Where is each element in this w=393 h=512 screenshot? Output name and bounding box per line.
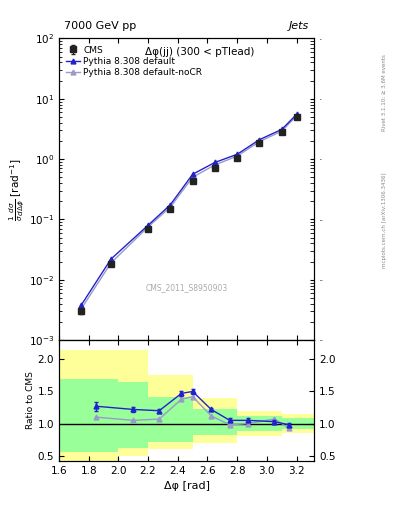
Legend: CMS, Pythia 8.308 default, Pythia 8.308 default-noCR: CMS, Pythia 8.308 default, Pythia 8.308 … bbox=[63, 43, 205, 80]
Pythia 8.308 default-noCR bbox=[279, 128, 284, 134]
Pythia 8.308 default bbox=[213, 159, 217, 165]
Pythia 8.308 default bbox=[79, 302, 84, 308]
Text: Δφ(jj) (300 < pTlead): Δφ(jj) (300 < pTlead) bbox=[145, 48, 254, 57]
Pythia 8.308 default bbox=[146, 222, 151, 228]
Pythia 8.308 default bbox=[235, 151, 239, 157]
Y-axis label: $\frac{1}{\sigma}\frac{d\sigma}{d\Delta\phi}$ [rad$^{-1}$]: $\frac{1}{\sigma}\frac{d\sigma}{d\Delta\… bbox=[8, 158, 27, 221]
X-axis label: Δφ [rad]: Δφ [rad] bbox=[163, 481, 210, 491]
Pythia 8.308 default-noCR bbox=[108, 260, 113, 266]
Pythia 8.308 default bbox=[168, 202, 173, 208]
Line: Pythia 8.308 default-noCR: Pythia 8.308 default-noCR bbox=[79, 114, 299, 311]
Pythia 8.308 default-noCR bbox=[168, 204, 173, 210]
Pythia 8.308 default-noCR bbox=[235, 153, 239, 159]
Pythia 8.308 default-noCR bbox=[190, 174, 195, 180]
Pythia 8.308 default-noCR bbox=[294, 113, 299, 119]
Text: 7000 GeV pp: 7000 GeV pp bbox=[64, 21, 136, 31]
Line: Pythia 8.308 default: Pythia 8.308 default bbox=[79, 112, 299, 308]
Pythia 8.308 default bbox=[108, 256, 113, 262]
Text: Jets: Jets bbox=[289, 21, 309, 31]
Text: mcplots.cern.ch [arXiv:1306.3436]: mcplots.cern.ch [arXiv:1306.3436] bbox=[382, 173, 387, 268]
Pythia 8.308 default bbox=[257, 137, 262, 143]
Pythia 8.308 default bbox=[294, 111, 299, 117]
Y-axis label: Ratio to CMS: Ratio to CMS bbox=[26, 372, 35, 430]
Pythia 8.308 default-noCR bbox=[213, 162, 217, 168]
Text: Rivet 3.1.10; ≥ 3.6M events: Rivet 3.1.10; ≥ 3.6M events bbox=[382, 54, 387, 131]
Pythia 8.308 default bbox=[279, 126, 284, 133]
Pythia 8.308 default bbox=[190, 171, 195, 177]
Pythia 8.308 default-noCR bbox=[257, 139, 262, 145]
Text: CMS_2011_S8950903: CMS_2011_S8950903 bbox=[145, 283, 228, 292]
Pythia 8.308 default-noCR bbox=[146, 224, 151, 230]
Pythia 8.308 default-noCR bbox=[79, 306, 84, 312]
